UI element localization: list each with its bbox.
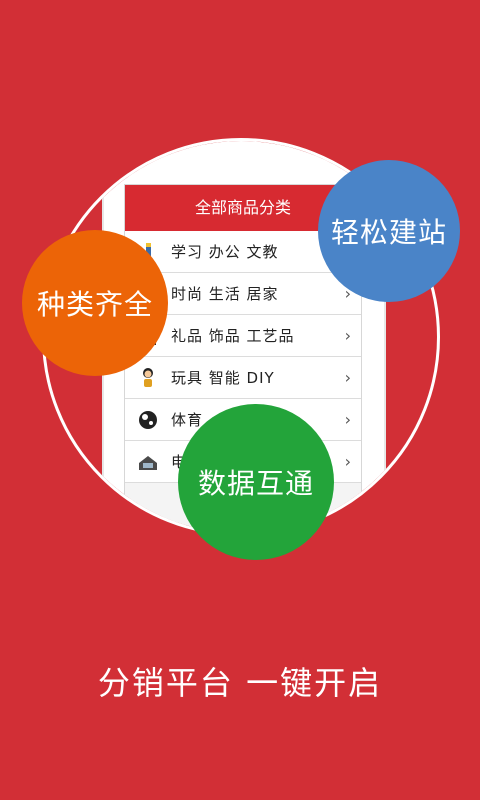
category-label: 体育 bbox=[171, 411, 204, 429]
appliance-icon bbox=[137, 451, 159, 473]
chevron-right-icon: › bbox=[344, 283, 351, 303]
category-item-toys[interactable]: 玩具 智能 DIY › bbox=[125, 357, 361, 399]
chevron-right-icon: › bbox=[344, 409, 351, 429]
slogan-text: 分销平台 一键开启 bbox=[97, 664, 383, 702]
category-label: 学习 办公 文教 bbox=[171, 243, 279, 261]
site-building-bubble: 轻松建站 bbox=[318, 160, 460, 302]
category-label: 玩具 智能 DIY bbox=[171, 369, 275, 387]
doll-icon bbox=[137, 367, 159, 389]
variety-bubble: 种类齐全 bbox=[22, 230, 168, 376]
chevron-right-icon: › bbox=[344, 451, 351, 471]
chevron-right-icon: › bbox=[344, 325, 351, 345]
chevron-right-icon: › bbox=[344, 367, 351, 387]
soccer-ball-icon bbox=[137, 409, 159, 431]
category-label: 时尚 生活 居家 bbox=[171, 285, 279, 303]
data-sync-bubble: 数据互通 bbox=[178, 404, 334, 560]
category-label: 礼品 饰品 工艺品 bbox=[171, 327, 295, 345]
